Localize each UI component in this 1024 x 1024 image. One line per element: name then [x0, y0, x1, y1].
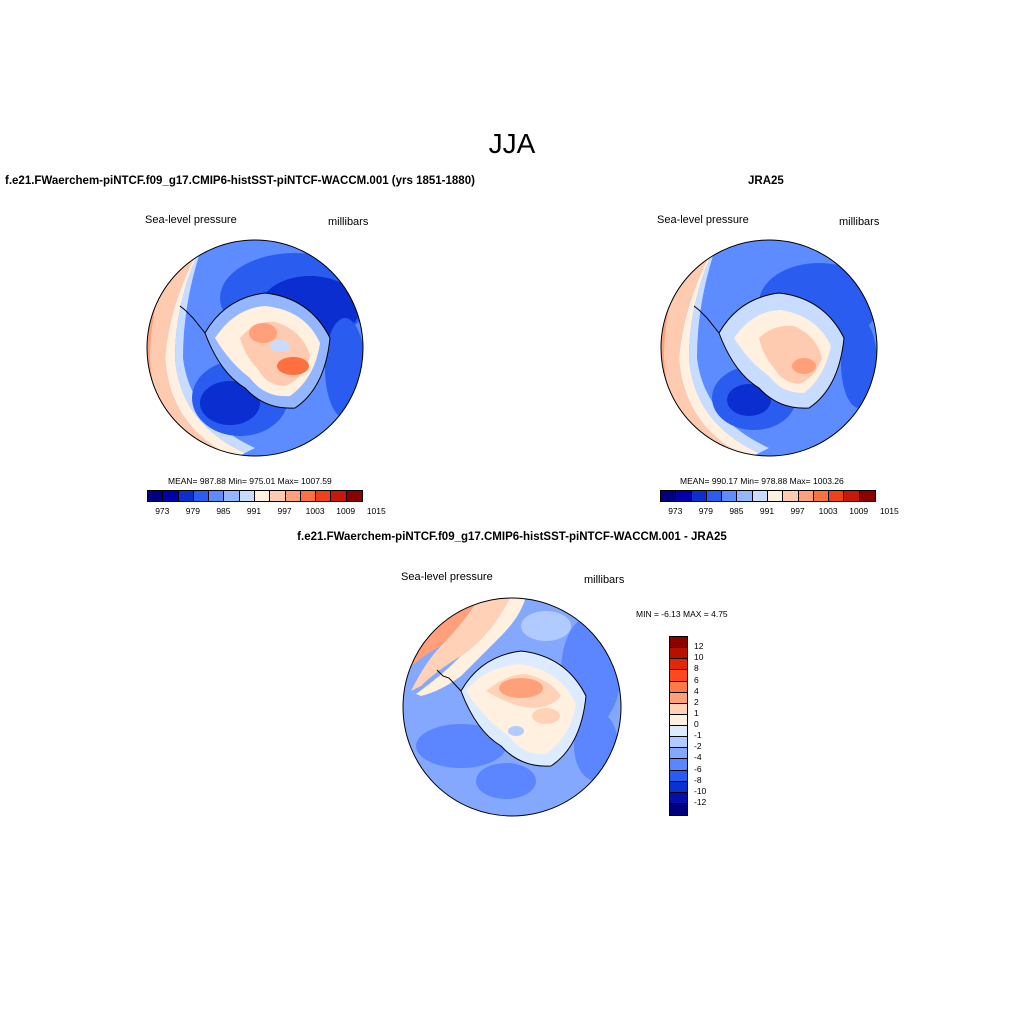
panel3-units-label: millibars: [584, 574, 625, 586]
panel1-colorbar-swatch: [346, 491, 362, 501]
panel1-variable-label: Sea-level pressure: [145, 214, 237, 226]
panel1-colorbar-swatch: [300, 491, 317, 501]
panel3-colorbar-tick-label: 12: [694, 641, 704, 652]
panel1-colorbar-swatch: [270, 491, 286, 501]
panel1-colorbar-swatch: [316, 491, 332, 501]
panel2-polar-map: [660, 239, 878, 457]
panel3-colorbar-swatch: [670, 692, 687, 704]
panel3-colorbar-swatch: [670, 670, 687, 682]
panel2-colorbar-swatch: [722, 491, 738, 501]
panel1-colorbar-swatch: [239, 491, 255, 501]
panel1-colorbar-swatch: [209, 491, 225, 501]
panel2-colorbar-tick-label: 991: [759, 506, 775, 516]
panel1-colorbar-tick-label: 991: [246, 506, 262, 516]
panel2-colorbar-swatch: [829, 491, 845, 501]
figure-title: JJA: [488, 128, 536, 159]
panel3-colorbar-tick-label: -12: [694, 796, 707, 807]
panel3-colorbar-swatch: [670, 781, 687, 793]
panel2-colorbar: [660, 490, 876, 502]
panel1-colorbar-tick-label: 973: [155, 506, 170, 516]
panel1-colorbar-ticks: 973 979 985 991 997 1003 1009 1015: [147, 506, 386, 518]
panel3-colorbar-swatch: [670, 726, 687, 738]
panel2-colorbar-swatch: [813, 491, 830, 501]
panel1-colorbar-tick-label: 1015: [366, 506, 386, 516]
panel3-colorbar-tick-label: 0: [694, 719, 699, 729]
panel3-colorbar-swatch: [670, 637, 687, 649]
panel3-polar-map: [402, 597, 622, 817]
panel3-variable-label: Sea-level pressure: [401, 571, 493, 583]
panel3-colorbar-tick-label: 4: [694, 685, 699, 696]
panel3-colorbar-swatch: [670, 770, 687, 782]
panel3-colorbar-tick-label: 6: [694, 674, 699, 685]
panel2-variable-label: Sea-level pressure: [657, 214, 749, 226]
panel3-colorbar-swatch: [670, 803, 687, 815]
panel1-stats: MEAN= 987.88 Min= 975.01 Max= 1007.59: [168, 476, 332, 486]
panel3-colorbar-tick-label: 8: [694, 663, 699, 674]
panel3-colorbar-tick-label: 2: [694, 696, 699, 707]
panel1-colorbar-swatch: [178, 491, 194, 501]
panel2-colorbar-tick-label: 973: [668, 506, 683, 516]
panel1-colorbar-swatch: [193, 491, 210, 501]
panel2-colorbar-swatch: [844, 491, 860, 501]
panel2-colorbar-swatch: [691, 491, 707, 501]
panel2-colorbar-tick-label: 985: [729, 506, 744, 516]
panel1-polar-map: [146, 239, 364, 457]
panel3-colorbar-tick-label: -8: [694, 774, 702, 785]
panel3-colorbar-swatch: [670, 648, 687, 660]
panel2-colorbar-ticks: 973 979 985 991 997 1003 1009 1015: [660, 506, 899, 518]
panel3-colorbar-tick-label: -10: [694, 785, 707, 796]
panel1-colorbar: [147, 490, 363, 502]
panel1-colorbar-swatch: [148, 491, 164, 501]
panel3-colorbar-tick-label: -2: [694, 741, 702, 752]
panel1-colorbar-tick-label: 1009: [336, 506, 356, 516]
panel2-colorbar-swatch: [676, 491, 692, 501]
panel2-colorbar-tick-label: 1009: [849, 506, 869, 516]
panel3-stats: MIN = -6.13 MAX = 4.75: [636, 609, 728, 619]
panel1-colorbar-tick-label: 997: [277, 506, 292, 516]
panel2-stats: MEAN= 990.17 Min= 978.88 Max= 1003.26: [680, 476, 844, 486]
panel3-colorbar-swatch: [670, 759, 687, 771]
panel3-colorbar-swatch: [670, 703, 687, 715]
panel3-colorbar-swatch: [670, 714, 687, 726]
panel2-colorbar-swatch: [661, 491, 677, 501]
panel3-colorbar-ticks: 12 10 8 6 4 2 1 0 -1 -2 -4 -6 -8 -10 -12: [694, 636, 724, 816]
panel1-case-title: f.e21.FWaerchem-piNTCF.f09_g17.CMIP6-his…: [5, 175, 475, 187]
panel2-units-label: millibars: [839, 216, 880, 228]
panel1-colorbar-swatch: [254, 491, 271, 501]
panel3-colorbar: [669, 636, 688, 816]
panel1-colorbar-tick-label: 1003: [305, 506, 325, 516]
panel2-colorbar-swatch: [783, 491, 799, 501]
panel3-colorbar-tick-label: -6: [694, 763, 702, 774]
panel3-case-title: f.e21.FWaerchem-piNTCF.f09_g17.CMIP6-his…: [297, 531, 727, 543]
panel2-colorbar-tick-label: 1003: [818, 506, 838, 516]
panel1-colorbar-swatch: [331, 491, 347, 501]
panel2-case-title: JRA25: [748, 175, 784, 187]
panel1-units-label: millibars: [328, 216, 369, 228]
panel2-colorbar-swatch: [737, 491, 753, 501]
panel1-colorbar-tick-label: 985: [216, 506, 231, 516]
panel3-colorbar-swatch: [670, 748, 687, 760]
panel3-colorbar-swatch: [670, 737, 687, 749]
panel2-colorbar-tick-label: 979: [698, 506, 713, 516]
panel3-colorbar-swatch: [670, 659, 687, 671]
panel3-colorbar-swatch: [670, 681, 687, 693]
panel3-colorbar-tick-label: 10: [694, 652, 704, 663]
panel2-colorbar-swatch: [706, 491, 723, 501]
panel3-colorbar-swatch: [670, 792, 687, 804]
panel1-colorbar-swatch: [163, 491, 179, 501]
panel3-colorbar-tick-label: 1: [694, 707, 699, 718]
panel2-colorbar-swatch: [767, 491, 784, 501]
panel1-colorbar-swatch: [285, 491, 301, 501]
panel2-colorbar-swatch: [798, 491, 814, 501]
panel1-colorbar-swatch: [224, 491, 240, 501]
panel2-colorbar-swatch: [859, 491, 875, 501]
panel1-colorbar-tick-label: 979: [185, 506, 200, 516]
panel3-colorbar-tick-label: -1: [694, 730, 702, 741]
panel2-colorbar-tick-label: 1015: [879, 506, 899, 516]
panel3-colorbar-tick-label: -4: [694, 752, 702, 763]
panel2-colorbar-tick-label: 997: [790, 506, 805, 516]
panel2-colorbar-swatch: [752, 491, 768, 501]
